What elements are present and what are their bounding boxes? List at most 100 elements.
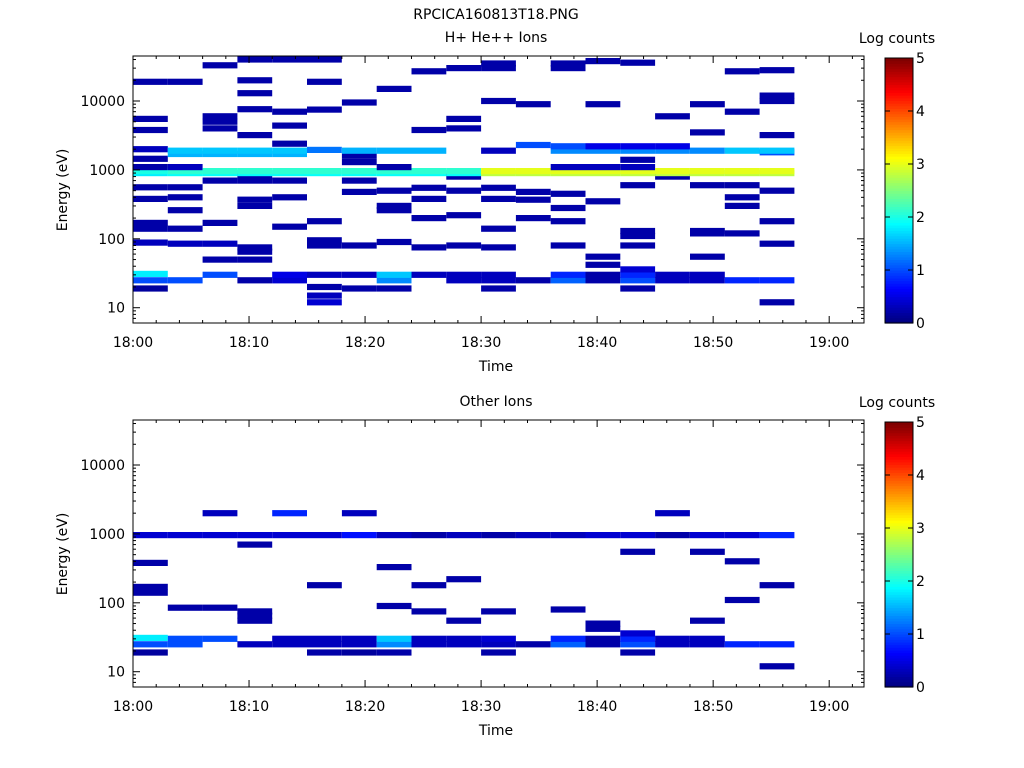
- colorbar-swatch: [885, 285, 913, 290]
- panel-h-he-ions: H+ He++ Ions 18:00 18:10 18:20 18:30 18:40 18…: [55, 30, 935, 375]
- colorbar-swatch: [885, 599, 913, 603]
- heatmap-cell: [376, 85, 412, 92]
- heatmap-cell: [585, 271, 621, 278]
- heatmap-cell: [620, 164, 656, 171]
- heatmap-cell: [133, 168, 168, 175]
- colorbar-swatch: [885, 559, 913, 564]
- heatmap-cell: [655, 510, 690, 517]
- x-tick-label: 18:20: [345, 335, 385, 351]
- heatmap-cell: [481, 271, 516, 278]
- heatmap-cell: [307, 78, 342, 85]
- heatmap-cell: [272, 271, 307, 278]
- colorbar-swatch: [885, 153, 913, 157]
- heatmap-cell: [272, 223, 307, 230]
- heatmap-cell: [237, 277, 273, 284]
- colorbar-swatch: [885, 238, 913, 242]
- colorbar-swatch: [885, 264, 913, 268]
- heatmap-cell: [481, 285, 516, 292]
- colorbar: 0 1 2 3 4 5: [884, 415, 925, 696]
- colorbar-swatch: [885, 663, 913, 667]
- heatmap-cell: [550, 190, 586, 197]
- colorbar-swatch: [885, 488, 913, 492]
- colorbar-swatch: [885, 291, 913, 295]
- colorbar-swatch: [885, 512, 913, 516]
- heatmap-cell: [202, 604, 238, 611]
- heatmap-cell: [550, 635, 586, 642]
- heatmap-cell: [550, 60, 586, 67]
- heatmap-cell: [585, 168, 621, 175]
- heatmap-cell: [167, 225, 203, 232]
- heatmap-cell: [167, 184, 203, 191]
- heatmap-cell: [690, 277, 725, 284]
- heatmap-cell: [202, 271, 238, 278]
- heatmap-cell: [237, 90, 273, 97]
- heatmap-cell: [376, 532, 412, 539]
- heatmap-cell: [481, 635, 516, 642]
- heatmap-cell: [237, 106, 273, 113]
- heatmap-cell: [202, 219, 238, 226]
- heatmap-cell: [133, 532, 168, 539]
- colorbar-swatch: [885, 506, 913, 511]
- colorbar-swatch: [885, 145, 913, 149]
- heatmap-cell: [446, 532, 482, 539]
- colorbar-swatch: [885, 671, 913, 675]
- heatmap-cell: [307, 641, 342, 648]
- heatmap-cell: [341, 510, 377, 517]
- colorbar-swatch: [885, 267, 913, 271]
- heatmap-cell: [133, 583, 168, 590]
- heatmap-cell: [759, 147, 795, 154]
- colorbar-swatch: [885, 626, 913, 630]
- heatmap-cell: [202, 62, 238, 69]
- colorbar-swatch: [885, 467, 913, 471]
- colorbar-swatch: [885, 214, 913, 218]
- colorbar-swatch: [885, 620, 913, 624]
- colorbar-swatch: [885, 156, 913, 160]
- heatmap-cell: [585, 620, 621, 627]
- heatmap-cell: [481, 184, 516, 191]
- heatmap-cell: [237, 56, 273, 63]
- heatmap-cell: [202, 510, 238, 517]
- colorbar-swatch: [885, 166, 913, 170]
- x-tick-label: 18:50: [693, 335, 733, 351]
- heatmap-cell: [167, 164, 203, 171]
- colorbar-tick-label: 1: [916, 263, 925, 279]
- heatmap-cell: [446, 212, 482, 219]
- colorbar-swatch: [885, 243, 913, 247]
- colorbar-swatch: [885, 193, 913, 197]
- heatmap-cell: [237, 150, 273, 158]
- heatmap-cell: [724, 194, 760, 201]
- colorbar-swatch: [885, 58, 913, 62]
- heatmap-cell: [167, 147, 203, 154]
- heatmap-cell: [515, 188, 551, 195]
- colorbar-swatch: [885, 224, 913, 229]
- colorbar-swatch: [885, 251, 913, 255]
- colorbar-swatch: [885, 525, 913, 529]
- colorbar-swatch: [885, 137, 913, 141]
- heatmap-cell: [202, 240, 238, 247]
- colorbar-swatch: [885, 235, 913, 239]
- colorbar-swatch: [885, 288, 913, 292]
- heatmap-cell: [481, 277, 516, 284]
- heatmap-cell: [620, 277, 656, 284]
- heatmap-cell: [690, 271, 725, 278]
- colorbar-swatch: [885, 546, 913, 550]
- heatmap-cell: [202, 150, 238, 158]
- heatmap-cell: [202, 635, 238, 642]
- heatmap-cell: [759, 532, 795, 539]
- x-tick-label: 18:00: [113, 335, 153, 351]
- heatmap-cell: [133, 78, 168, 85]
- colorbar-swatch: [885, 636, 913, 640]
- heatmap-cell: [202, 147, 238, 154]
- heatmap-cell: [341, 159, 377, 166]
- heatmap-cell: [133, 195, 168, 202]
- heatmap-cell: [237, 132, 273, 139]
- heatmap-cell: [620, 182, 656, 189]
- heatmap-cell: [376, 564, 412, 571]
- heatmap-cell: [411, 168, 447, 175]
- heatmap-cell: [620, 168, 656, 175]
- colorbar-swatch: [885, 270, 913, 274]
- heatmap-cell: [307, 106, 342, 113]
- heatmap-cell: [307, 218, 342, 225]
- plot-frame: [132, 55, 865, 324]
